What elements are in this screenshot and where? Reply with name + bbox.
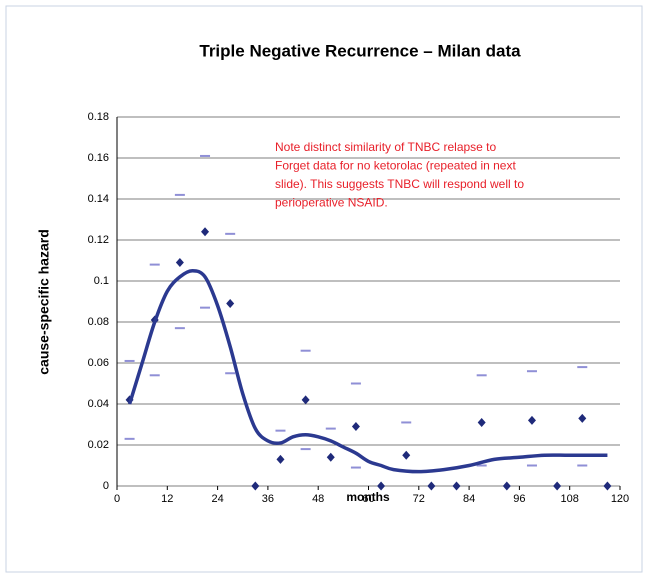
y-tick-label: 0.06 (88, 357, 109, 369)
y-axis-label: cause-specific hazard (36, 229, 52, 375)
point (201, 227, 210, 237)
point (477, 417, 486, 427)
x-tick-label: 108 (561, 493, 579, 505)
point (452, 481, 461, 491)
x-tick-label: 96 (513, 493, 525, 505)
point (377, 481, 386, 491)
annotation: slide). This suggests TNBC will respond … (275, 177, 524, 191)
x-tick-label: 0 (114, 493, 120, 505)
x-tick-label: 48 (312, 493, 324, 505)
point (578, 413, 587, 423)
x-tick-label: 120 (611, 493, 629, 505)
point (603, 481, 612, 491)
y-tick-label: 0 (103, 480, 109, 492)
y-tick-label: 0.08 (88, 316, 109, 328)
x-tick-label: 36 (262, 493, 274, 505)
y-tick-label: 0.12 (88, 234, 109, 246)
point (276, 454, 285, 464)
point (527, 415, 536, 425)
annotation: Forget data for no ketorolac (repeated i… (275, 159, 516, 173)
x-tick-label: 60 (362, 493, 374, 505)
x-axis-label: months (346, 490, 390, 504)
y-tick-label: 0.02 (88, 439, 109, 451)
point (502, 481, 511, 491)
fit-curve (127, 268, 608, 474)
y-tick-label: 0.18 (88, 111, 109, 123)
point (326, 452, 335, 462)
point (427, 481, 436, 491)
chart-title: Triple Negative Recurrence – Milan data (199, 41, 521, 60)
x-tick-label: 84 (463, 493, 475, 505)
annotation: Note distinct similarity of TNBC relapse… (275, 140, 497, 154)
x-tick-label: 24 (211, 493, 223, 505)
point (553, 481, 562, 491)
x-tick-label: 12 (161, 493, 173, 505)
y-tick-label: 0.16 (88, 152, 109, 164)
point (251, 481, 260, 491)
point (175, 258, 184, 268)
x-tick-label: 72 (413, 493, 425, 505)
point (402, 450, 411, 460)
point (226, 299, 235, 309)
y-tick-label: 0.1 (94, 275, 109, 287)
frame (5, 5, 643, 573)
y-tick-label: 0.14 (88, 193, 109, 205)
annotation: perioperative NSAID. (275, 196, 388, 210)
y-tick-label: 0.04 (88, 398, 109, 410)
point (351, 422, 360, 432)
point (301, 395, 310, 405)
